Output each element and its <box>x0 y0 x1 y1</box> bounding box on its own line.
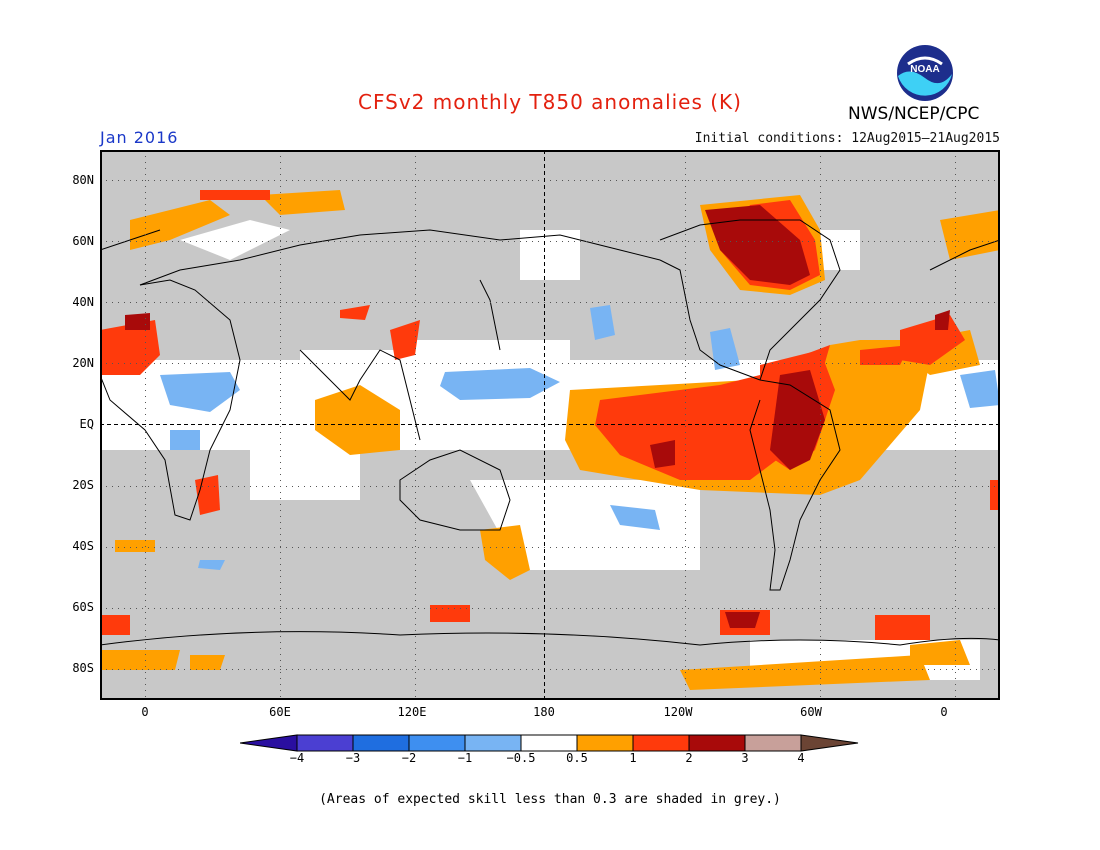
colorbar-swatch <box>520 734 578 752</box>
colorbar-swatch <box>632 734 690 752</box>
svg-text:NOAA: NOAA <box>910 64 939 75</box>
lon-label-60w: 60W <box>800 705 822 719</box>
lat-label-80s: 80S <box>72 661 94 675</box>
lat-label-60s: 60S <box>72 600 94 614</box>
lon-label-120e: 120E <box>397 705 427 719</box>
colorbar-label: −1 <box>457 751 473 765</box>
colorbar-swatch <box>744 734 802 752</box>
skill-footnote: (Areas of expected skill less than 0.3 a… <box>319 792 781 807</box>
colorbar-label: 4 <box>797 751 805 765</box>
colorbar <box>239 734 860 774</box>
colorbar-label: −2 <box>401 751 417 765</box>
colorbar-label: 3 <box>741 751 749 765</box>
lat-label-20s: 20S <box>72 478 94 492</box>
lat-label-80n: 80N <box>72 173 94 187</box>
lat-label-40n: 40N <box>72 295 94 309</box>
lat-label-60n: 60N <box>72 234 94 248</box>
lon-label-60e: 60E <box>269 705 291 719</box>
colorbar-label: 1 <box>629 751 637 765</box>
colorbar-swatch <box>352 734 410 752</box>
lon-label-0: 0 <box>141 705 149 719</box>
colorbar-label: −4 <box>289 751 305 765</box>
colorbar-swatch <box>296 734 354 752</box>
colorbar-swatch <box>688 734 746 752</box>
lon-label-180: 180 <box>533 705 555 719</box>
anomaly-map <box>99 150 1001 700</box>
colorbar-label: −0.5 <box>506 751 536 765</box>
colorbar-swatch <box>800 734 859 752</box>
lon-label-120w: 120W <box>663 705 693 719</box>
chart-title: CFSv2 monthly T850 anomalies (K) <box>358 90 742 114</box>
valid-month: Jan 2016 <box>100 128 179 147</box>
colorbar-swatch <box>464 734 522 752</box>
lat-label-eq: EQ <box>79 417 94 431</box>
colorbar-label: 2 <box>685 751 693 765</box>
lat-label-20n: 20N <box>72 356 94 370</box>
colorbar-swatch <box>408 734 466 752</box>
colorbar-label: −3 <box>345 751 361 765</box>
noaa-logo: NOAA <box>896 44 954 102</box>
initial-conditions: Initial conditions: 12Aug2015–21Aug2015 <box>694 131 1000 146</box>
lon-label-0-east: 0 <box>940 705 948 719</box>
organization-label: NWS/NCEP/CPC <box>848 104 980 124</box>
colorbar-label: 0.5 <box>566 751 588 765</box>
colorbar-swatch <box>576 734 634 752</box>
colorbar-swatch <box>239 734 298 752</box>
lat-label-40s: 40S <box>72 539 94 553</box>
